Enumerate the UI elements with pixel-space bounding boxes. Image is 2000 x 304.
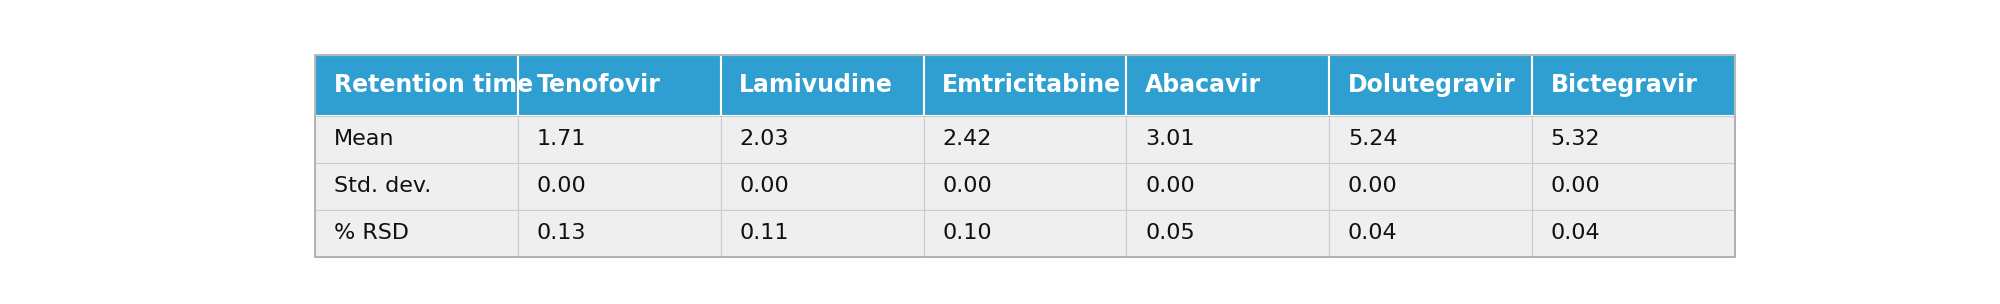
Bar (518, 209, 720, 257)
Bar (1126, 163, 1330, 209)
Bar (720, 209, 924, 257)
Text: 0.04: 0.04 (1348, 223, 1398, 243)
Bar (518, 116, 720, 163)
Text: Lamivudine: Lamivudine (740, 73, 894, 97)
Text: 0.00: 0.00 (1348, 176, 1398, 196)
Text: 0.00: 0.00 (942, 176, 992, 196)
Text: Std. dev.: Std. dev. (334, 176, 430, 196)
Text: 2.42: 2.42 (942, 129, 992, 149)
Text: Emtricitabine: Emtricitabine (942, 73, 1122, 97)
Bar (316, 55, 1734, 257)
Bar (1126, 55, 1330, 116)
Text: 5.32: 5.32 (1550, 129, 1600, 149)
Text: 0.05: 0.05 (1146, 223, 1194, 243)
Bar (720, 116, 924, 163)
Bar (1532, 55, 1734, 116)
Text: Bictegravir: Bictegravir (1550, 73, 1698, 97)
Bar (1330, 116, 1532, 163)
Text: 0.04: 0.04 (1550, 223, 1600, 243)
Text: 3.01: 3.01 (1146, 129, 1194, 149)
Text: Mean: Mean (334, 129, 394, 149)
Text: 0.00: 0.00 (536, 176, 586, 196)
Bar (518, 55, 720, 116)
Bar (924, 163, 1126, 209)
Bar (1532, 163, 1734, 209)
Bar (316, 55, 518, 116)
Bar (1330, 209, 1532, 257)
Text: 0.11: 0.11 (740, 223, 788, 243)
Text: 1.71: 1.71 (536, 129, 586, 149)
Bar (720, 55, 924, 116)
Bar (1126, 209, 1330, 257)
Text: % RSD: % RSD (334, 223, 408, 243)
Bar (1330, 55, 1532, 116)
Text: 0.00: 0.00 (740, 176, 790, 196)
Bar (1126, 116, 1330, 163)
Bar (316, 209, 518, 257)
Text: Abacavir: Abacavir (1146, 73, 1262, 97)
Text: 0.13: 0.13 (536, 223, 586, 243)
Bar (924, 116, 1126, 163)
Text: 0.00: 0.00 (1146, 176, 1194, 196)
Bar (924, 55, 1126, 116)
Bar (720, 163, 924, 209)
Text: Dolutegravir: Dolutegravir (1348, 73, 1516, 97)
Text: Tenofovir: Tenofovir (536, 73, 660, 97)
Text: 0.10: 0.10 (942, 223, 992, 243)
Text: 5.24: 5.24 (1348, 129, 1398, 149)
Bar (316, 116, 518, 163)
Bar (1532, 209, 1734, 257)
Text: 2.03: 2.03 (740, 129, 788, 149)
Text: 0.00: 0.00 (1550, 176, 1600, 196)
Bar (1330, 163, 1532, 209)
Bar (924, 209, 1126, 257)
Bar (316, 163, 518, 209)
Bar (1532, 116, 1734, 163)
Bar (518, 163, 720, 209)
Text: Retention time: Retention time (334, 73, 532, 97)
